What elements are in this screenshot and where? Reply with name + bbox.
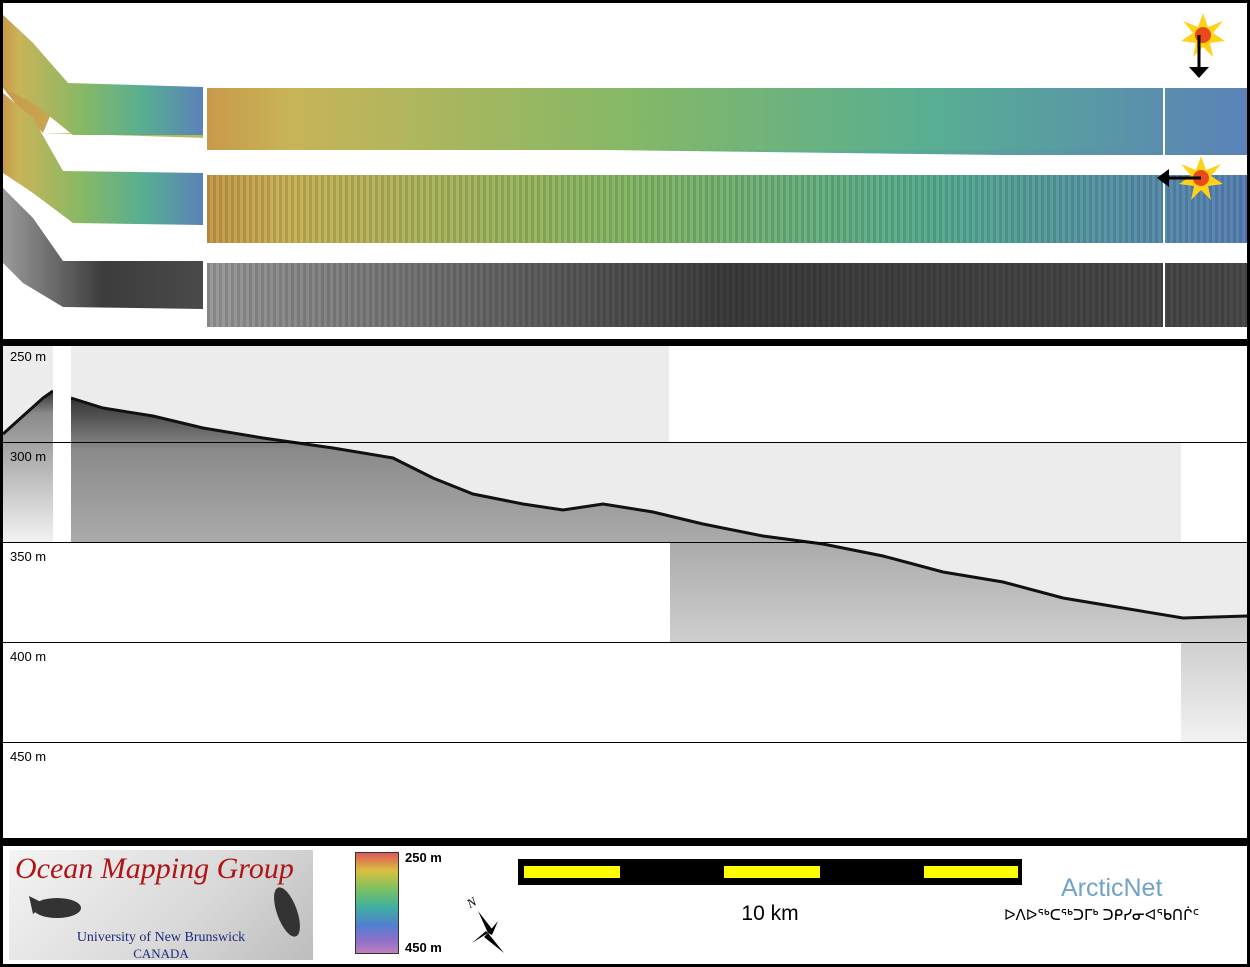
depth-label-450: 450 m: [10, 749, 47, 764]
logo-country: CANADA: [133, 946, 189, 960]
swath-panel: [3, 3, 1247, 339]
swath-map: [3, 13, 1247, 328]
subbottom-profile: [3, 346, 1247, 742]
depth-colorbar: [355, 852, 399, 954]
depth-label-250: 250 m: [10, 349, 47, 364]
depth-label-400: 400 m: [10, 649, 47, 664]
bathymetry-swath-2-west: [3, 93, 203, 225]
bathymetry-swath-1-main: [207, 88, 1247, 150]
backscatter-swath-west: [3, 188, 203, 309]
scale-segment: [524, 866, 620, 878]
fish-silhouette-icon: [29, 887, 300, 937]
arcticnet-logo: ArcticNet: [1061, 874, 1163, 902]
depth-gridline-450: [3, 742, 1247, 743]
sun-icon: [1181, 13, 1225, 57]
depth-gridline-300: [3, 442, 1247, 443]
scale-segment: [924, 866, 1018, 878]
colorbar-bottom-label: 450 m: [405, 940, 442, 955]
arrow-down-icon: [1189, 35, 1209, 78]
scale-bar-label: 10 km: [741, 902, 799, 925]
colorbar-top-label: 250 m: [405, 850, 442, 865]
scale-bar: [518, 859, 1022, 885]
arrow-left-icon: [1157, 169, 1201, 187]
svg-text:N: N: [463, 893, 480, 911]
depth-gridline-350: [3, 542, 1247, 543]
depth-gridline-400: [3, 642, 1247, 643]
scale-segment: [724, 866, 820, 878]
legend-panel: Ocean Mapping Group University of New Br…: [3, 846, 1247, 964]
seabed-reflector: [3, 391, 53, 542]
depth-label-300: 300 m: [10, 449, 47, 464]
logo-university: University of New Brunswick: [76, 930, 246, 945]
logo-title: Ocean Mapping Group: [15, 852, 294, 885]
arcticnet-syllabics: ᐅᐱᐅᖅᑕᖅᑐᒥᒃ ᑐᑭᓯᓂᐊᖃᑎᒌᑦ: [1004, 907, 1199, 924]
profile-panel: 250 m 300 m 350 m 400 m 450 m: [3, 346, 1247, 838]
ocean-mapping-group-logo: Ocean Mapping Group University of New Br…: [9, 850, 313, 960]
depth-label-350: 350 m: [10, 549, 47, 564]
north-arrow-icon: N: [463, 893, 504, 953]
